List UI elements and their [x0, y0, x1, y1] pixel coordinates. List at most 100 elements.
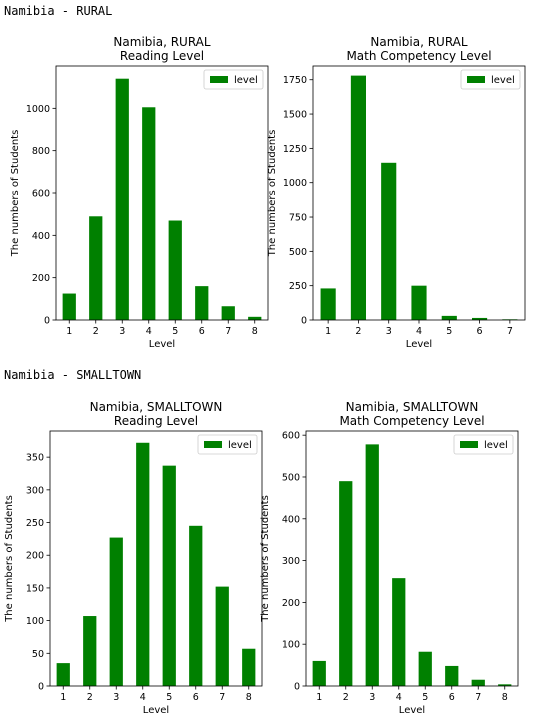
legend-box: [203, 69, 264, 90]
x-tick-label: 1: [66, 326, 72, 337]
x-tick-label: 2: [87, 692, 93, 703]
y-axis-label: The numbers of Students: [10, 130, 21, 258]
bar-2: [89, 216, 103, 320]
bar-8: [242, 648, 256, 686]
x-tick-label: 2: [93, 326, 99, 337]
legend-swatch: [467, 76, 485, 83]
x-tick-label: 1: [316, 692, 322, 703]
bar-7: [471, 679, 485, 686]
x-tick-label: 7: [219, 692, 225, 703]
bar-2: [339, 481, 353, 686]
x-tick-label: 1: [325, 326, 331, 337]
bar-1: [312, 660, 326, 686]
x-tick-label: 5: [172, 326, 178, 337]
y-axis-label: The numbers of Students: [267, 130, 278, 258]
x-tick-label: 7: [475, 692, 481, 703]
bar-1: [62, 293, 76, 320]
x-tick-label: 5: [446, 326, 452, 337]
chart-title-line: Namibia, RURAL: [370, 35, 467, 49]
plot-frame: [49, 430, 263, 687]
x-tick-label: 5: [422, 692, 428, 703]
bar-5: [441, 315, 457, 320]
x-axis-label: Level: [399, 705, 425, 716]
y-tick-label: 0: [294, 682, 300, 693]
bar-8: [498, 684, 512, 686]
bar-2: [83, 616, 97, 686]
bar-6: [472, 317, 488, 320]
bar-1: [56, 663, 70, 686]
x-tick-label: 7: [507, 326, 513, 337]
y-axis-label: The numbers of Students: [260, 495, 271, 623]
y-tick-label: 300: [26, 485, 44, 496]
legend-label: level: [491, 75, 515, 86]
bar-4: [411, 285, 427, 320]
y-tick-label: 1750: [283, 75, 307, 86]
x-tick-label: 7: [225, 326, 231, 337]
section-header-rural: Namibia - RURAL: [4, 4, 113, 18]
y-tick-label: 300: [282, 556, 300, 567]
bar-4: [142, 107, 156, 321]
x-tick-label: 3: [113, 692, 119, 703]
bar-3: [115, 78, 129, 320]
x-tick-label: 8: [246, 692, 252, 703]
legend-swatch: [460, 441, 478, 448]
x-tick-label: 8: [502, 692, 508, 703]
y-tick-label: 800: [32, 146, 50, 157]
legend-swatch: [204, 441, 222, 448]
y-axis-label: The numbers of Students: [4, 495, 15, 623]
bar-3: [381, 162, 397, 320]
y-tick-label: 750: [289, 213, 307, 224]
legend-box: [460, 69, 521, 90]
y-tick-label: 400: [32, 231, 50, 242]
x-axis-label: Level: [406, 339, 432, 350]
bar-6: [445, 665, 459, 686]
x-tick-label: 2: [343, 692, 349, 703]
y-tick-label: 0: [301, 316, 307, 327]
x-tick-label: 6: [193, 692, 199, 703]
section-header-smalltown: Namibia - SMALLTOWN: [4, 368, 142, 382]
x-tick-label: 4: [396, 692, 402, 703]
legend-box: [453, 434, 514, 455]
bar-8: [248, 316, 262, 320]
y-tick-label: 400: [282, 514, 300, 525]
x-tick-label: 6: [449, 692, 455, 703]
y-tick-label: 0: [44, 316, 50, 327]
y-tick-label: 200: [282, 598, 300, 609]
x-tick-label: 4: [146, 326, 152, 337]
plot-frame: [305, 430, 519, 687]
bar-6: [195, 286, 209, 320]
y-tick-label: 500: [282, 472, 300, 483]
y-tick-label: 150: [26, 583, 44, 594]
chart-title-line: Namibia, RURAL: [113, 35, 210, 49]
x-tick-label: 4: [140, 692, 146, 703]
x-tick-label: 1: [60, 692, 66, 703]
bar-3: [109, 537, 123, 686]
chart-title-line: Reading Level: [120, 49, 204, 63]
chart-title-line: Reading Level: [114, 414, 198, 428]
x-axis-label: Level: [143, 705, 169, 716]
bar-6: [189, 525, 203, 686]
x-tick-label: 8: [252, 326, 258, 337]
y-tick-label: 50: [32, 649, 44, 660]
x-tick-label: 6: [477, 326, 483, 337]
bar-2: [350, 75, 366, 320]
x-tick-label: 3: [369, 692, 375, 703]
y-tick-label: 250: [289, 281, 307, 292]
chart-title-line: Math Competency Level: [346, 49, 491, 63]
y-tick-label: 250: [26, 518, 44, 529]
legend-label: level: [234, 75, 258, 86]
y-tick-label: 1000: [26, 104, 50, 115]
legend-swatch: [210, 76, 228, 83]
x-tick-label: 2: [355, 326, 361, 337]
x-tick-label: 5: [166, 692, 172, 703]
bar-1: [320, 288, 336, 320]
chart-title-line: Math Competency Level: [339, 414, 484, 428]
chart-title-line: Namibia, SMALLTOWN: [346, 400, 479, 414]
y-tick-label: 0: [38, 682, 44, 693]
x-axis-label: Level: [149, 339, 175, 350]
chart-title-line: Namibia, SMALLTOWN: [90, 400, 223, 414]
legend-box: [197, 434, 258, 455]
